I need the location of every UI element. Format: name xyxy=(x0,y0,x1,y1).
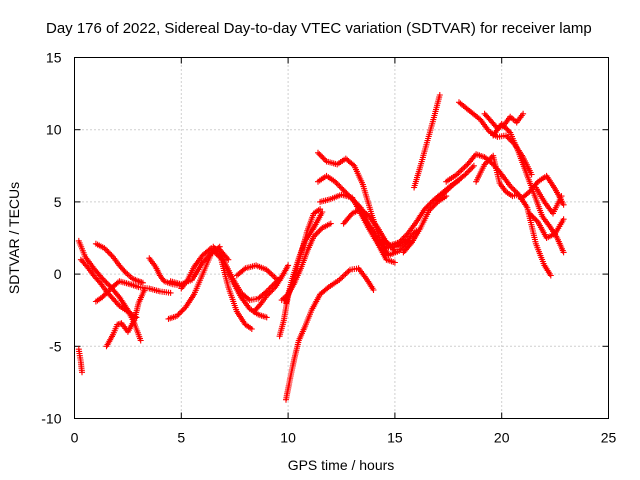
series-markers-s32 xyxy=(526,210,567,241)
series-line-s18 xyxy=(317,152,411,257)
series-markers-s17 xyxy=(283,265,377,403)
x-tick-label: 0 xyxy=(71,430,79,446)
series-markers-s3 xyxy=(92,240,146,286)
series-markers-s2 xyxy=(77,256,140,321)
plot-frame xyxy=(74,57,609,419)
series-markers-s20 xyxy=(317,191,398,266)
series-markers-s25 xyxy=(430,162,477,204)
series-markers-s5 xyxy=(92,278,174,305)
series-markers-s29 xyxy=(473,152,554,279)
series-markers-s30 xyxy=(490,120,567,256)
series-layer xyxy=(75,92,567,403)
y-tick-label: 15 xyxy=(46,50,62,66)
series-markers-s16 xyxy=(283,209,326,306)
y-tick-label: 0 xyxy=(54,266,62,282)
x-tick-label: 5 xyxy=(177,430,185,446)
x-tick-label: 25 xyxy=(601,430,617,446)
x-axis-label: GPS time / hours xyxy=(288,457,395,473)
y-tick-label: 10 xyxy=(46,122,62,138)
series-markers-s13 xyxy=(250,262,292,315)
series-markers-s34 xyxy=(75,346,85,376)
x-tick-label: 10 xyxy=(280,430,296,446)
series-markers-s4 xyxy=(103,285,148,350)
series-markers-s24 xyxy=(411,92,443,191)
series-markers-s1 xyxy=(75,237,144,344)
series-markers-s23 xyxy=(400,193,450,256)
x-tick-label: 15 xyxy=(387,430,403,446)
ticks: 0 5 10 15 20 25 -10 -5 0 5 10 15 xyxy=(41,50,616,446)
grid xyxy=(74,57,609,419)
series-markers-s12 xyxy=(233,262,281,283)
y-axis-label: SDTVAR / TECUs xyxy=(6,182,22,294)
y-tick-label: -10 xyxy=(41,411,61,427)
x-tick-label: 20 xyxy=(494,430,510,446)
y-tick-label: 5 xyxy=(54,194,62,210)
series-markers-s33 xyxy=(532,184,565,217)
chart-title: Day 176 of 2022, Sidereal Day-to-day VTE… xyxy=(46,20,592,37)
y-tick-label: -5 xyxy=(49,338,62,354)
series-markers-s11 xyxy=(216,250,255,332)
